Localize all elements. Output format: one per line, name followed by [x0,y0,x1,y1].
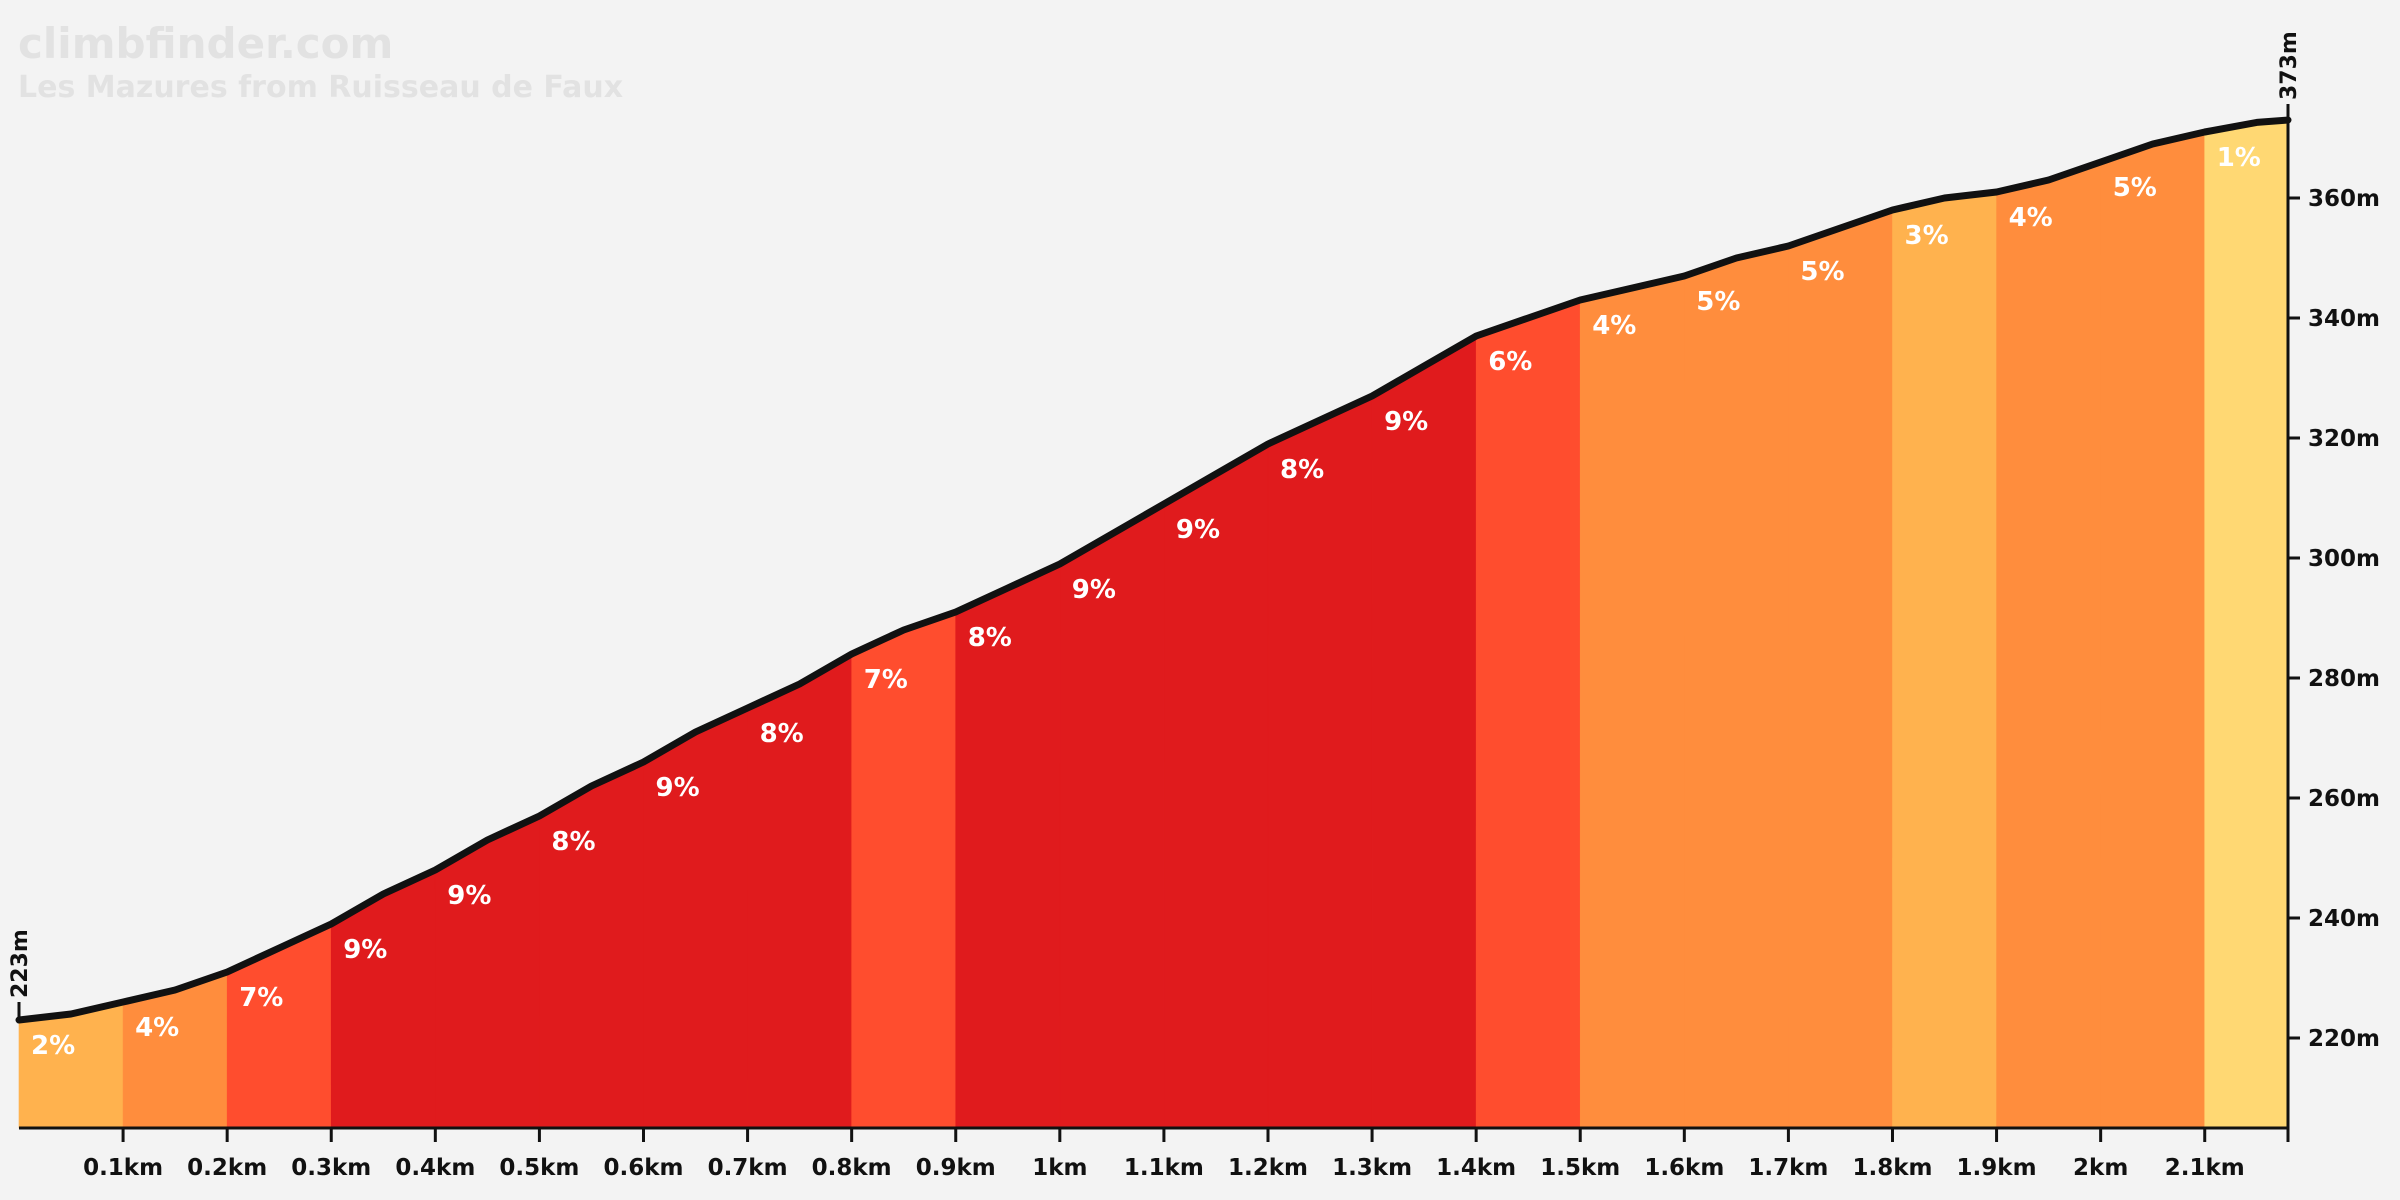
gradient-labels: 2% 4% 7% 9% 9% 8% 9% 8% 7% 8% 9% 9% 8% 9% 6% 4% 5% 5% 3% 4%… [31,143,2261,1061]
gradient-label-20: 4% [2009,203,2053,233]
gradient-segment-16 [1579,275,1685,1129]
gradient-segment-14 [1371,335,1477,1129]
gradient-label-12: 9% [1176,515,1220,545]
end-elevation-label: 373m [2277,31,2302,100]
gradient-segment-6 [539,761,644,1129]
y-tick-label: 340m [2308,306,2380,332]
climb-title: Les Mazures from Ruisseau de Faux [18,70,623,105]
x-tick-label: 1.8km [1852,1155,1932,1181]
gradient-label-2: 4% [135,1013,179,1043]
x-tick-label: 1.3km [1332,1155,1412,1181]
y-tick-label: 220m [2308,1026,2380,1052]
y-tick-label: 240m [2308,906,2380,932]
gradient-label-19: 3% [1905,221,1949,251]
gradient-label-8: 8% [760,719,804,749]
gradient-label-1: 2% [31,1031,75,1061]
site-watermark: climbfinder.com [18,19,393,68]
gradient-label-11: 9% [1072,575,1116,605]
gradient-segment-18 [1788,209,1893,1129]
gradient-label-21: 5% [2113,173,2157,203]
x-tick-label: 2.1km [2165,1155,2245,1181]
x-tick-label: 0.4km [395,1155,475,1181]
gradient-label-7: 9% [656,773,700,803]
x-tick-label: 0.2km [187,1155,267,1181]
gradient-label-14: 9% [1384,407,1428,437]
gradient-label-9: 7% [864,665,908,695]
y-tick-label: 300m [2308,546,2380,572]
y-tick-label: 360m [2308,186,2380,212]
gradient-segment-20 [1996,161,2102,1129]
gradient-segment-19 [1892,191,1997,1129]
start-elevation-label: 223m [8,929,33,998]
y-tick-label: 280m [2308,666,2380,692]
x-tick-label: 1.6km [1644,1155,1724,1181]
gradient-label-16: 4% [1592,311,1636,341]
x-tick-label: 1.4km [1436,1155,1516,1181]
gradient-segment-13 [1267,395,1373,1129]
gradient-label-4: 9% [343,935,387,965]
gradient-label-22: 1% [2217,143,2261,173]
gradient-label-5: 9% [447,881,491,911]
x-tick-label: 2km [2073,1155,2128,1181]
gradient-label-13: 8% [1280,455,1324,485]
x-tick-label: 0.7km [708,1155,788,1181]
gradient-segment-7 [643,707,748,1129]
x-tick-label: 0.3km [291,1155,371,1181]
gradient-label-3: 7% [239,983,283,1013]
gradient-segment-12 [1163,443,1269,1129]
x-tick-label: 1.5km [1540,1155,1620,1181]
x-tick-label: 0.9km [916,1155,996,1181]
y-axis-ticks: 220m 240m 260m 280m 300m 320m 340m 360m [2288,186,2380,1052]
gradient-label-15: 6% [1488,347,1532,377]
y-tick-label: 320m [2308,426,2380,452]
gradient-segments [18,119,2289,1129]
x-tick-label: 0.8km [812,1155,892,1181]
x-tick-label: 0.1km [83,1155,163,1181]
gradient-label-17: 5% [1696,287,1740,317]
gradient-label-6: 8% [551,827,595,857]
x-axis-ticks: 0.1km 0.2km 0.3km 0.4km 0.5km 0.6km 0.7km 0.8km… [83,1128,2245,1181]
gradient-label-10: 8% [968,623,1012,653]
x-tick-label: 1km [1032,1155,1087,1181]
gradient-segment-21 [2100,131,2206,1129]
x-tick-label: 0.6km [603,1155,683,1181]
x-tick-label: 1.9km [1957,1155,2037,1181]
x-tick-label: 1.1km [1124,1155,1204,1181]
x-tick-label: 0.5km [499,1155,579,1181]
y-tick-label: 260m [2308,786,2380,812]
x-tick-label: 1.2km [1228,1155,1308,1181]
elevation-profile-line [15,116,2292,1024]
gradient-segment-22 [2204,119,2289,1129]
gradient-segment-15 [1475,299,1581,1129]
gradient-segment-17 [1683,245,1789,1129]
gradient-label-18: 5% [1800,257,1844,287]
x-tick-label: 1.7km [1748,1155,1828,1181]
